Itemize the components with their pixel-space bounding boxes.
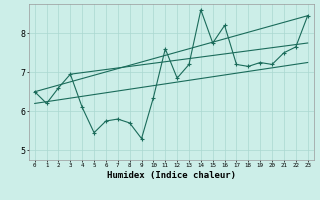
X-axis label: Humidex (Indice chaleur): Humidex (Indice chaleur) — [107, 171, 236, 180]
